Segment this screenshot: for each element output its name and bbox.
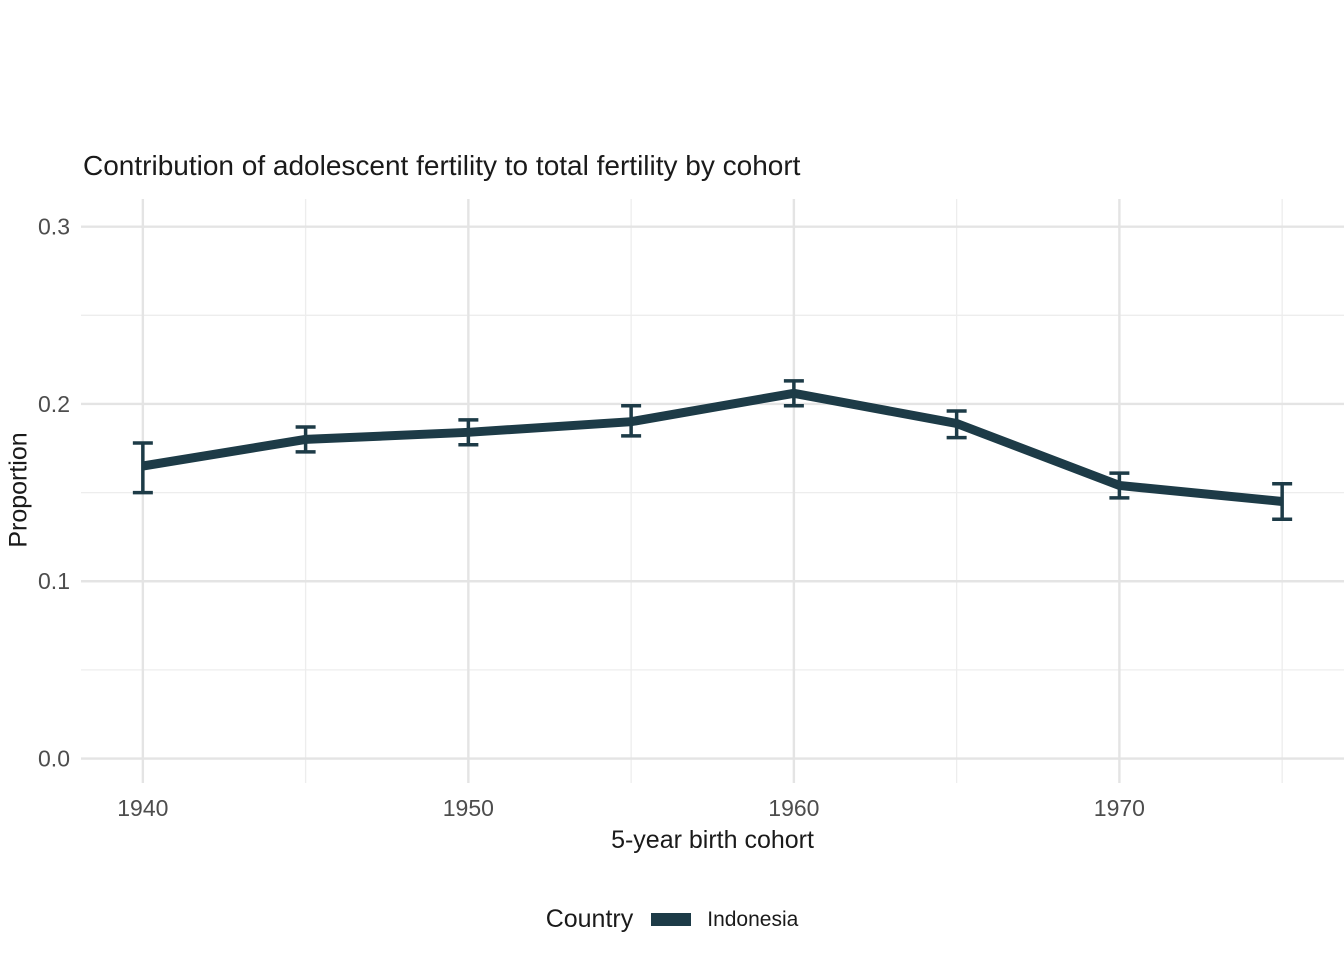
legend-label-indonesia: Indonesia [707, 907, 799, 931]
x-tick-label: 1970 [1094, 795, 1145, 821]
x-tick-label: 1940 [117, 795, 168, 821]
x-tick-label: 1960 [768, 795, 819, 821]
y-axis-title: Proportion [4, 432, 33, 548]
legend: Country Indonesia [0, 905, 1344, 934]
y-tick-label: 0.2 [38, 391, 70, 417]
series-line-indonesia [142, 388, 1283, 506]
x-axis-title: 5-year birth cohort [611, 826, 814, 854]
legend-swatch-indonesia [651, 913, 692, 926]
y-tick-label: 0.3 [38, 214, 70, 240]
y-tick-label: 0.1 [38, 568, 70, 594]
x-tick-label: 1950 [443, 795, 494, 821]
legend-title: Country [545, 905, 634, 933]
chart-title: Contribution of adolescent fertility to … [83, 150, 801, 181]
y-tick-label: 0.0 [38, 746, 70, 772]
